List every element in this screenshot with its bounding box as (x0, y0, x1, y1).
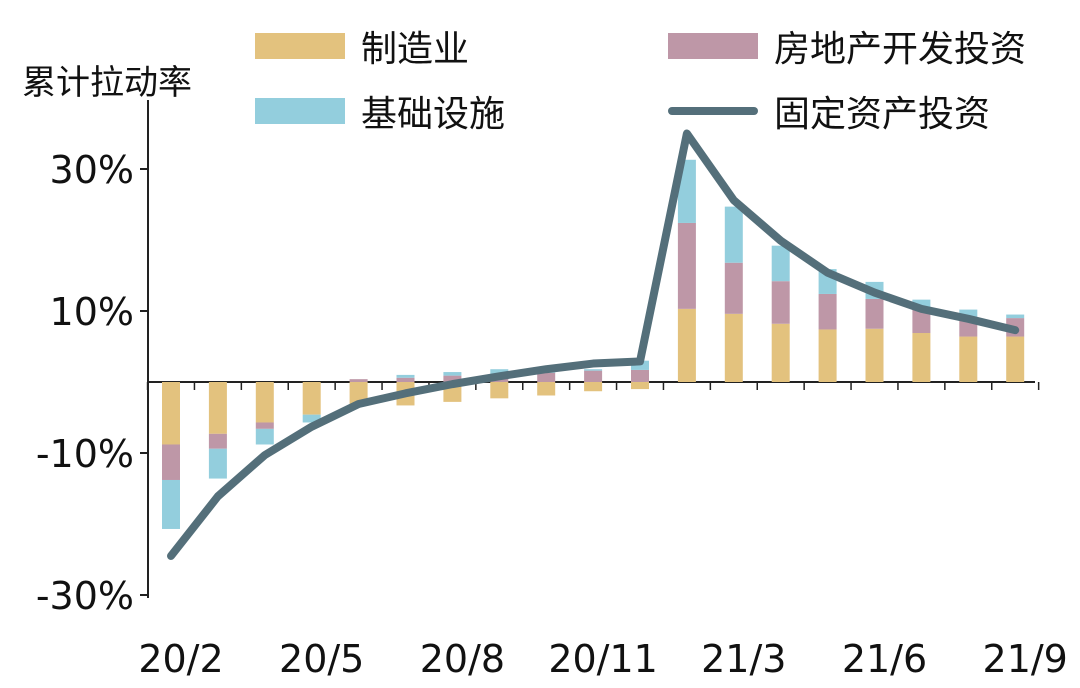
bar-manufacturing (490, 382, 509, 399)
bar-manufacturing (724, 313, 743, 382)
bar-manufacturing (631, 382, 649, 390)
bar-manufacturing (959, 336, 978, 382)
bar-infrastructure (396, 374, 415, 378)
legend-label-infrastructure: 基础设施 (361, 94, 506, 135)
bar-real-estate (162, 444, 180, 480)
x-tick-label: 20/11 (548, 637, 658, 681)
y-tick-label: 30% (50, 148, 134, 192)
bar-infrastructure (584, 369, 603, 371)
bar-manufacturing (208, 382, 227, 434)
bar-real-estate (255, 422, 274, 429)
bar-real-estate (396, 377, 415, 382)
y-tick-label: -30% (36, 574, 134, 618)
legend-swatch-manufacturing (255, 33, 345, 59)
chart-legend: 制造业 房地产开发投资 基础设施 固定资产投资 (0, 0, 1080, 140)
bar-infrastructure (912, 299, 931, 309)
bar-manufacturing (162, 382, 180, 445)
legend-line-fixed-asset (668, 107, 758, 115)
legend-label-fixed-asset: 固定资产投资 (774, 94, 991, 135)
bar-manufacturing (912, 333, 931, 382)
x-tick-label: 20/5 (279, 637, 364, 681)
bar-real-estate (865, 298, 884, 329)
bar-infrastructure (1006, 314, 1025, 319)
bar-infrastructure (490, 369, 509, 375)
bar-manufacturing (584, 382, 603, 392)
y-axis-title: 累计拉动率 (22, 63, 192, 103)
bar-manufacturing (1006, 336, 1025, 382)
bar-infrastructure (208, 448, 227, 479)
bar-real-estate (771, 281, 790, 324)
x-tick-label: 21/6 (842, 637, 927, 681)
bar-manufacturing (865, 328, 884, 382)
bar-real-estate (677, 222, 696, 309)
bar-infrastructure (443, 372, 462, 376)
bar-infrastructure (724, 206, 743, 263)
bar-infrastructure (302, 414, 321, 423)
legend-item-fixed-asset: 固定资产投资 (668, 85, 990, 137)
bar-manufacturing (677, 308, 696, 382)
legend-label-manufacturing: 制造业 (361, 29, 470, 70)
bar-real-estate (631, 369, 649, 382)
bar-manufacturing (302, 382, 321, 415)
legend-label-real-estate: 房地产开发投资 (774, 29, 1027, 70)
x-tick-label: 21/3 (701, 637, 786, 681)
bar-infrastructure (162, 479, 180, 529)
bar-real-estate (584, 370, 603, 382)
legend-item-real-estate: 房地产开发投资 (668, 20, 1026, 72)
legend-item-infrastructure: 基础设施 (255, 85, 505, 137)
bar-real-estate (349, 379, 368, 382)
x-tick-label: 20/8 (420, 637, 505, 681)
y-tick-label: -10% (36, 432, 134, 476)
bar-manufacturing (771, 323, 790, 382)
x-tick-label: 21/9 (983, 637, 1068, 681)
x-tick-label: 20/2 (138, 637, 223, 681)
bar-infrastructure (771, 245, 790, 282)
legend-swatch-infrastructure (255, 98, 345, 124)
bar-real-estate (208, 433, 227, 449)
bar-real-estate (818, 293, 837, 330)
legend-item-manufacturing: 制造业 (255, 20, 469, 72)
bar-infrastructure (677, 159, 696, 223)
y-tick-label: 10% (50, 290, 134, 334)
line-fixed-asset (167, 129, 1020, 560)
bar-manufacturing (818, 329, 837, 382)
legend-swatch-real-estate (668, 33, 758, 59)
bar-real-estate (724, 262, 743, 314)
bar-real-estate (537, 372, 556, 382)
bar-real-estate (912, 308, 931, 334)
bar-infrastructure (255, 428, 274, 445)
bar-manufacturing (537, 382, 556, 396)
bar-real-estate (443, 375, 462, 382)
bar-infrastructure (959, 309, 978, 317)
bar-manufacturing (255, 382, 274, 423)
